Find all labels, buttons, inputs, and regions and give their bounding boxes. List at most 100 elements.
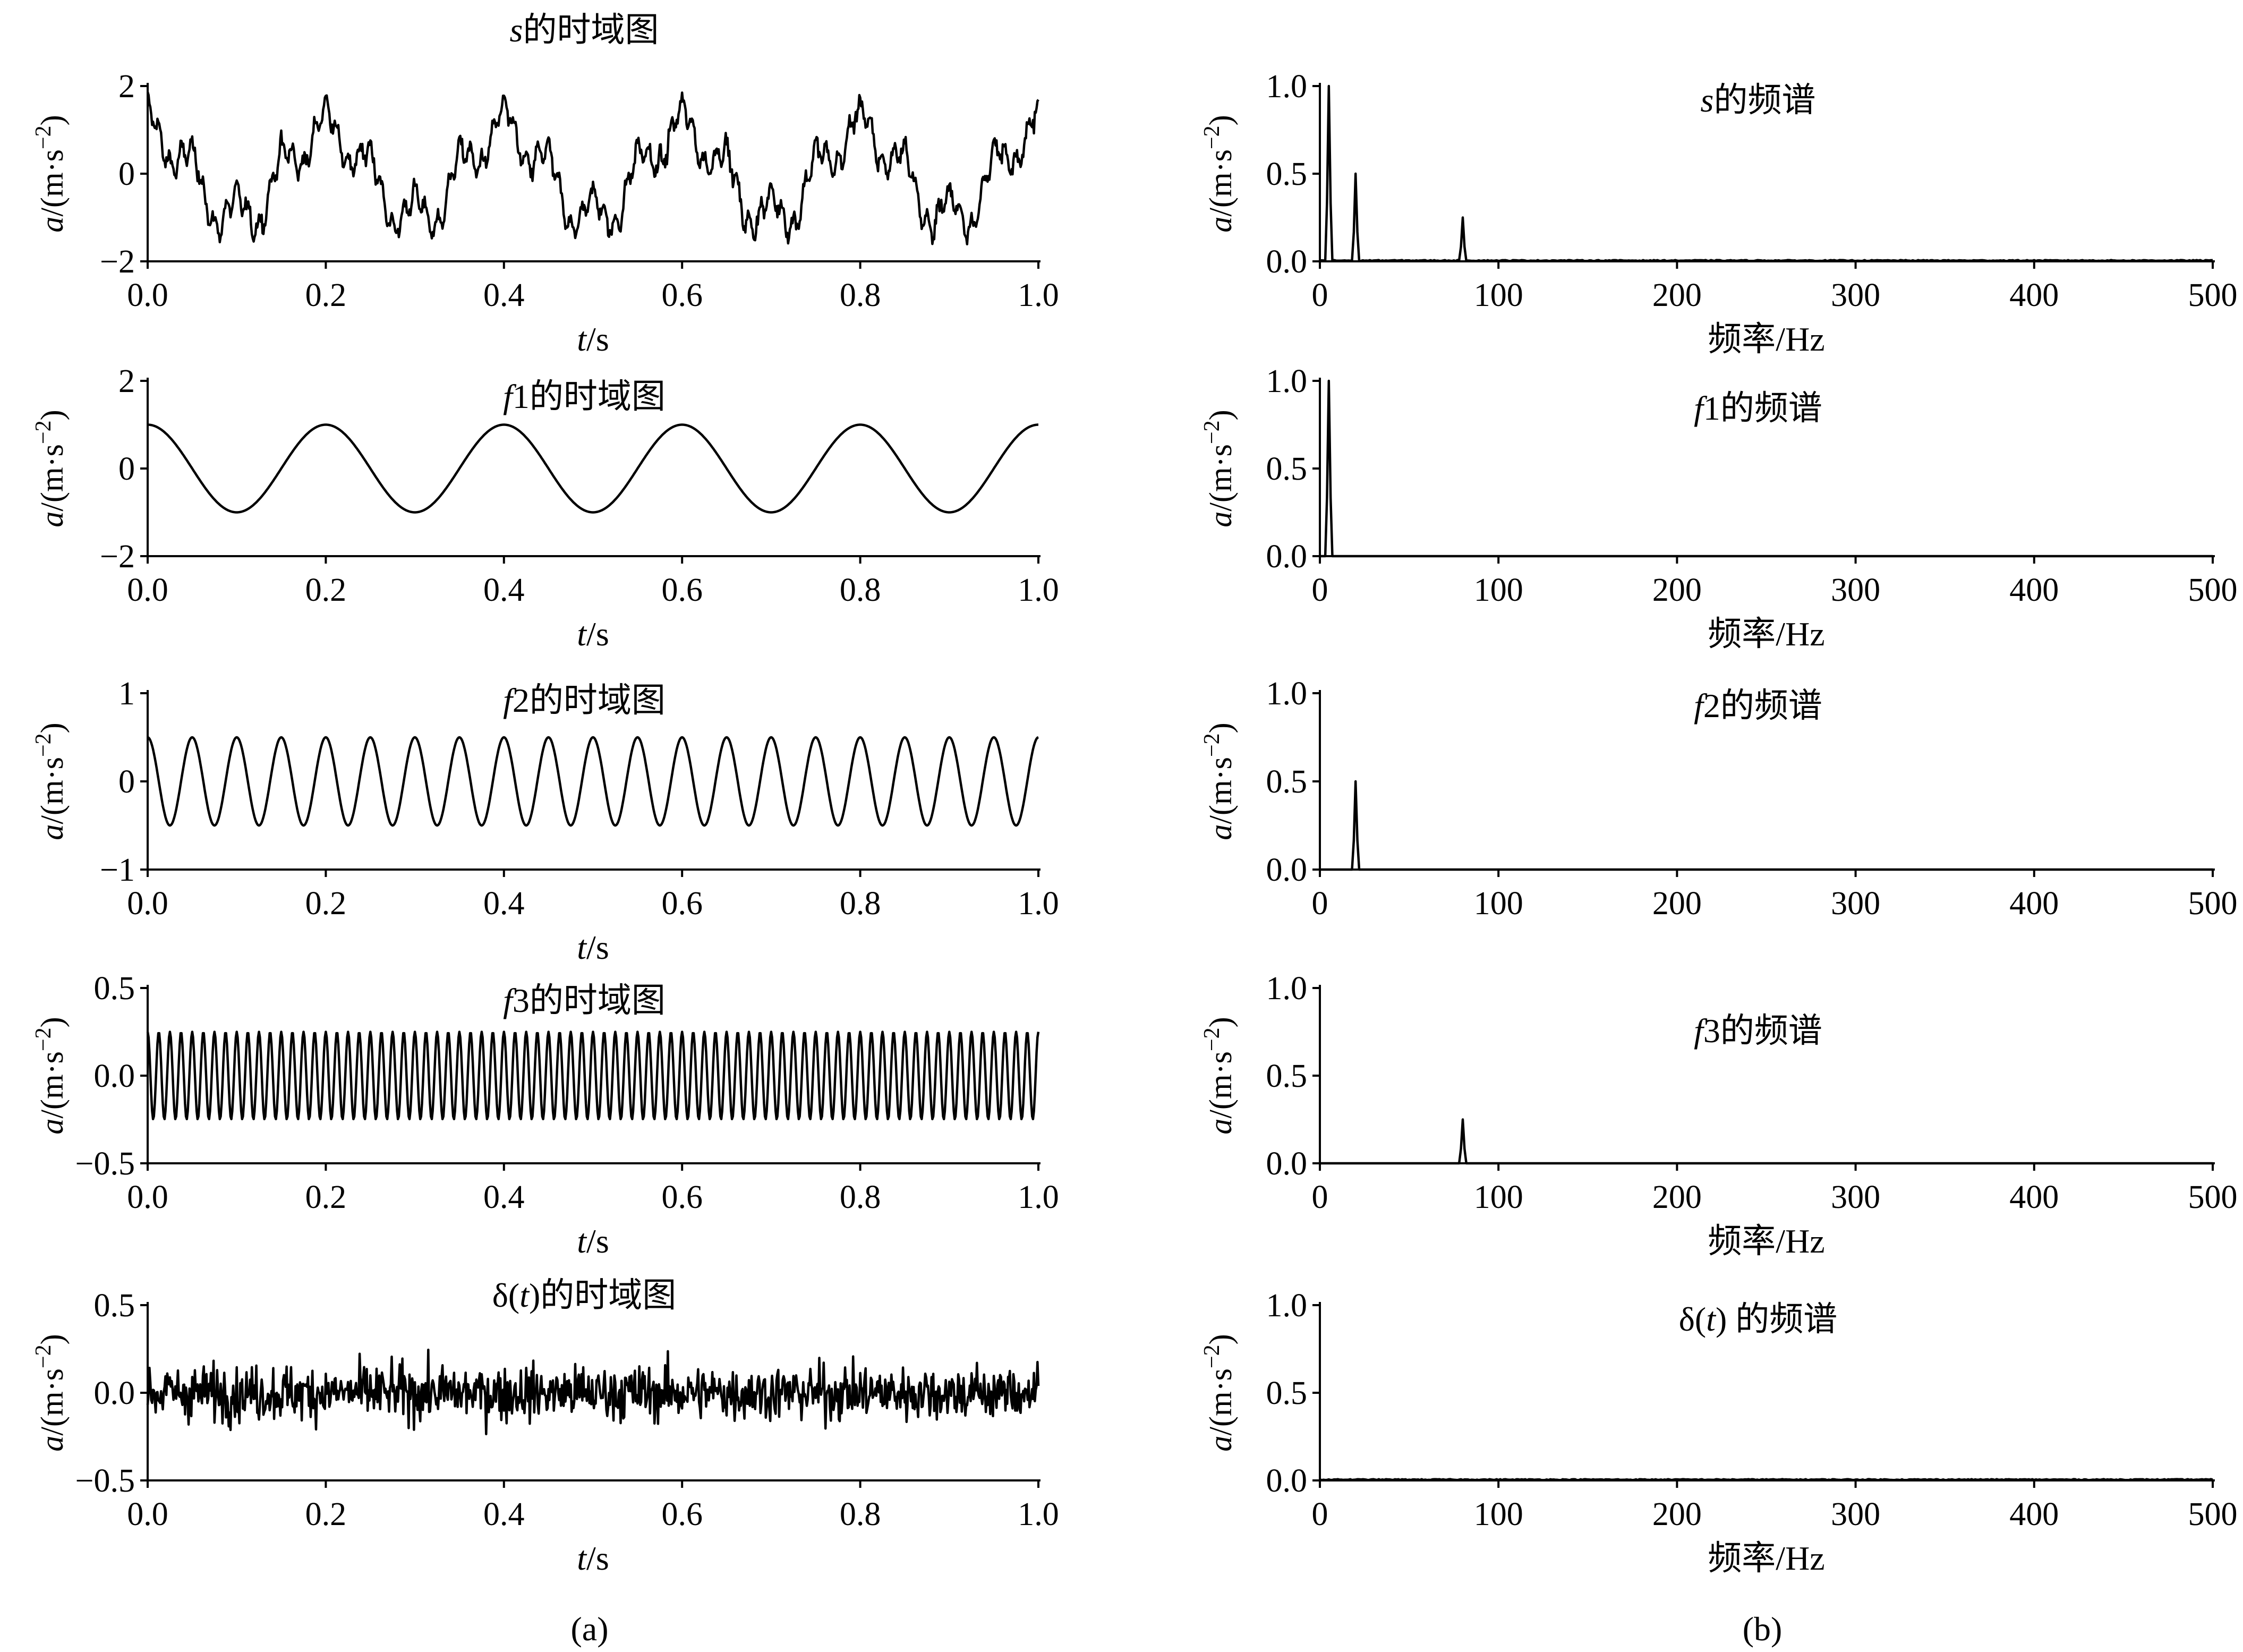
x-tick-label: 500 bbox=[2188, 1179, 2238, 1215]
series-line bbox=[147, 423, 1039, 514]
chart-title: f3的时域图 bbox=[503, 982, 666, 1019]
y-tick-label: −2 bbox=[100, 539, 135, 575]
x-tick-label: 0.2 bbox=[305, 1179, 347, 1215]
x-tick-label: 0 bbox=[1312, 1496, 1328, 1532]
chart-f1-time: 0.0 0.2 0.4 0.6 0.8 1.0 −2 0 2 a/(m·s−2) t/s f1的时域图 bbox=[31, 363, 1059, 653]
y-tick-label: 2 bbox=[118, 363, 135, 399]
series-line bbox=[1320, 379, 2213, 558]
y-tick-label: −0.5 bbox=[75, 1146, 135, 1182]
x-tick-label: 0.0 bbox=[127, 885, 168, 922]
x-tick-label: 100 bbox=[1474, 277, 1523, 313]
x-axis-label: t/s bbox=[577, 1539, 609, 1577]
y-axis-label: a/(m·s−2) bbox=[31, 115, 70, 232]
x-tick-label: 0 bbox=[1312, 277, 1328, 313]
y-tick-label: 0.0 bbox=[94, 1058, 135, 1094]
y-axis-label: a/(m·s−2) bbox=[31, 722, 70, 840]
series-line bbox=[1319, 1478, 2213, 1481]
series-line bbox=[146, 1348, 1040, 1435]
y-tick-label: −1 bbox=[100, 852, 135, 888]
x-tick-label: 200 bbox=[1652, 572, 1702, 608]
series-line bbox=[1320, 780, 2213, 871]
x-tick-label: 0.6 bbox=[661, 1179, 703, 1215]
chart-title: s的时域图 bbox=[510, 11, 659, 49]
y-axis-label: a/(m·s−2) bbox=[1200, 1334, 1238, 1451]
x-tick-label: 0 bbox=[1312, 1179, 1328, 1215]
y-tick-label: 0.5 bbox=[1266, 764, 1308, 800]
y-tick-label: 1 bbox=[118, 676, 135, 712]
y-tick-label: 0.5 bbox=[1266, 156, 1308, 192]
x-tick-label: 0.6 bbox=[661, 885, 703, 922]
y-tick-label: 0.0 bbox=[1266, 852, 1308, 888]
y-axis-label: a/(m·s−2) bbox=[1200, 1017, 1238, 1134]
chart-s-spectrum: 0 100 200 300 400 500 0.0 0.5 1.0 a/(m·s−2) 频率/Hz s… bbox=[1200, 69, 2238, 358]
x-tick-label: 0.0 bbox=[127, 1496, 168, 1532]
y-tick-label: 0 bbox=[118, 156, 135, 192]
x-tick-label: 100 bbox=[1474, 1496, 1523, 1532]
x-tick-label: 0.8 bbox=[840, 1179, 881, 1215]
chart-f3-spectrum: 0 100 200 300 400 500 0.0 0.5 1.0 a/(m·s−2) 频率/Hz f… bbox=[1200, 970, 2238, 1260]
x-tick-label: 0 bbox=[1312, 885, 1328, 922]
x-tick-label: 0.4 bbox=[483, 1496, 525, 1532]
y-axis-label: a/(m·s−2) bbox=[31, 1017, 70, 1134]
y-tick-label: 0.5 bbox=[94, 970, 135, 1007]
caption-a: (a) bbox=[570, 1610, 608, 1648]
y-tick-label: 0.5 bbox=[94, 1288, 135, 1324]
x-axis-label: 频率/Hz bbox=[1708, 1539, 1824, 1577]
x-tick-label: 500 bbox=[2188, 885, 2238, 922]
y-tick-label: 2 bbox=[118, 69, 135, 105]
y-tick-label: 1.0 bbox=[1266, 676, 1308, 712]
x-axis-label: 频率/Hz bbox=[1708, 1222, 1824, 1260]
chart-s-time: 0.0 0.2 0.4 0.6 0.8 1.0 −2 0 2 a/(m·s−2) t/s s的时域图 bbox=[31, 11, 1059, 358]
x-tick-label: 100 bbox=[1474, 572, 1523, 608]
x-tick-label: 500 bbox=[2188, 572, 2238, 608]
x-tick-label: 0.8 bbox=[840, 277, 881, 313]
series-line bbox=[146, 91, 1039, 245]
x-tick-label: 0.8 bbox=[840, 1496, 881, 1532]
x-tick-label: 1.0 bbox=[1018, 885, 1059, 922]
y-tick-label: −2 bbox=[100, 244, 135, 280]
x-tick-label: 300 bbox=[1831, 1179, 1880, 1215]
x-tick-label: 0.6 bbox=[661, 277, 703, 313]
chart-title: f1的时域图 bbox=[503, 378, 666, 415]
x-tick-label: 400 bbox=[2009, 885, 2059, 922]
y-tick-label: 1.0 bbox=[1266, 69, 1308, 105]
x-tick-label: 100 bbox=[1474, 1179, 1523, 1215]
x-tick-label: 400 bbox=[2009, 572, 2059, 608]
x-tick-label: 0.4 bbox=[483, 572, 525, 608]
chart-title: δ(t) 的频谱 bbox=[1679, 1300, 1838, 1338]
y-tick-label: 0.5 bbox=[1266, 1375, 1308, 1411]
y-tick-label: 0.0 bbox=[1266, 244, 1308, 280]
caption-b: (b) bbox=[1743, 1610, 1783, 1648]
x-tick-label: 0.0 bbox=[127, 572, 168, 608]
x-tick-label: 300 bbox=[1831, 1496, 1880, 1532]
y-tick-label: 0.5 bbox=[1266, 1058, 1308, 1094]
x-axis-label: t/s bbox=[577, 615, 609, 653]
x-tick-label: 0.4 bbox=[483, 277, 525, 313]
chart-title: f2的频谱 bbox=[1694, 687, 1822, 725]
chart-title: f3的频谱 bbox=[1694, 1012, 1822, 1050]
chart-title: s的频谱 bbox=[1701, 81, 1816, 119]
y-tick-label: 0 bbox=[118, 451, 135, 487]
y-tick-label: 0.0 bbox=[1266, 539, 1308, 575]
y-tick-label: 0.0 bbox=[1266, 1463, 1308, 1499]
x-tick-label: 0.6 bbox=[661, 1496, 703, 1532]
x-tick-label: 400 bbox=[2009, 1496, 2059, 1532]
x-tick-label: 0.0 bbox=[127, 1179, 168, 1215]
x-tick-label: 0.8 bbox=[840, 572, 881, 608]
y-axis-label: a/(m·s−2) bbox=[1200, 410, 1238, 527]
x-axis-label: 频率/Hz bbox=[1708, 615, 1824, 653]
x-tick-label: 300 bbox=[1831, 885, 1880, 922]
series-line bbox=[147, 736, 1039, 827]
chart-title: f2的时域图 bbox=[503, 682, 666, 719]
x-tick-label: 0.4 bbox=[483, 1179, 525, 1215]
x-tick-label: 1.0 bbox=[1018, 1179, 1059, 1215]
y-tick-label: 0.5 bbox=[1266, 451, 1308, 487]
x-tick-label: 0.6 bbox=[661, 572, 703, 608]
y-tick-label: 1.0 bbox=[1266, 970, 1308, 1007]
y-axis-label: a/(m·s−2) bbox=[1200, 722, 1238, 840]
y-tick-label: 0 bbox=[118, 764, 135, 800]
x-tick-label: 200 bbox=[1652, 1496, 1702, 1532]
x-tick-label: 0.2 bbox=[305, 885, 347, 922]
x-tick-label: 500 bbox=[2188, 1496, 2238, 1532]
x-tick-label: 0.4 bbox=[483, 885, 525, 922]
